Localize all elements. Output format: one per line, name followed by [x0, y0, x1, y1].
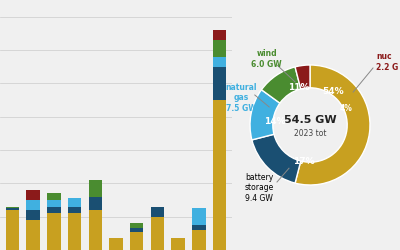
Bar	[88, 210, 102, 250]
Bar	[192, 208, 206, 225]
Wedge shape	[262, 67, 301, 103]
Bar	[151, 207, 164, 217]
Bar	[68, 213, 81, 250]
Bar	[26, 220, 40, 250]
Text: 14%: 14%	[264, 118, 286, 126]
Bar	[213, 67, 226, 100]
Bar	[88, 197, 102, 210]
Bar	[130, 223, 144, 228]
Bar	[47, 200, 60, 207]
Text: nuc
2.2 G: nuc 2.2 G	[376, 52, 398, 72]
Bar	[26, 210, 40, 220]
Bar	[88, 180, 102, 197]
Bar	[151, 217, 164, 250]
Bar	[213, 100, 226, 250]
Text: 17%: 17%	[293, 156, 315, 166]
Bar	[192, 225, 206, 230]
Text: 4%: 4%	[340, 104, 352, 113]
Text: 11%: 11%	[288, 83, 310, 92]
Bar	[47, 207, 60, 213]
Wedge shape	[250, 90, 280, 140]
Bar	[109, 238, 123, 250]
Bar	[130, 232, 144, 250]
Text: 54%: 54%	[322, 88, 344, 96]
Bar	[26, 190, 40, 200]
Bar	[6, 207, 19, 208]
Bar	[47, 213, 60, 250]
Wedge shape	[252, 134, 301, 183]
Bar	[6, 210, 19, 250]
Bar	[47, 193, 60, 200]
Bar	[68, 198, 81, 207]
Text: wind
6.0 GW: wind 6.0 GW	[252, 49, 282, 69]
Bar	[6, 208, 19, 210]
Bar	[68, 207, 81, 213]
Text: battery
storage
9.4 GW: battery storage 9.4 GW	[244, 173, 274, 203]
Bar	[213, 30, 226, 40]
Wedge shape	[295, 65, 310, 89]
Bar	[213, 40, 226, 57]
Text: natural
gas
7.5 GW: natural gas 7.5 GW	[225, 83, 257, 113]
Text: 54.5 GW: 54.5 GW	[284, 115, 336, 125]
Bar	[192, 230, 206, 250]
Bar	[26, 200, 40, 210]
Wedge shape	[295, 65, 370, 185]
Bar	[172, 238, 185, 250]
Bar	[130, 228, 144, 232]
Bar	[213, 57, 226, 67]
Text: 2023 tot: 2023 tot	[294, 130, 326, 138]
